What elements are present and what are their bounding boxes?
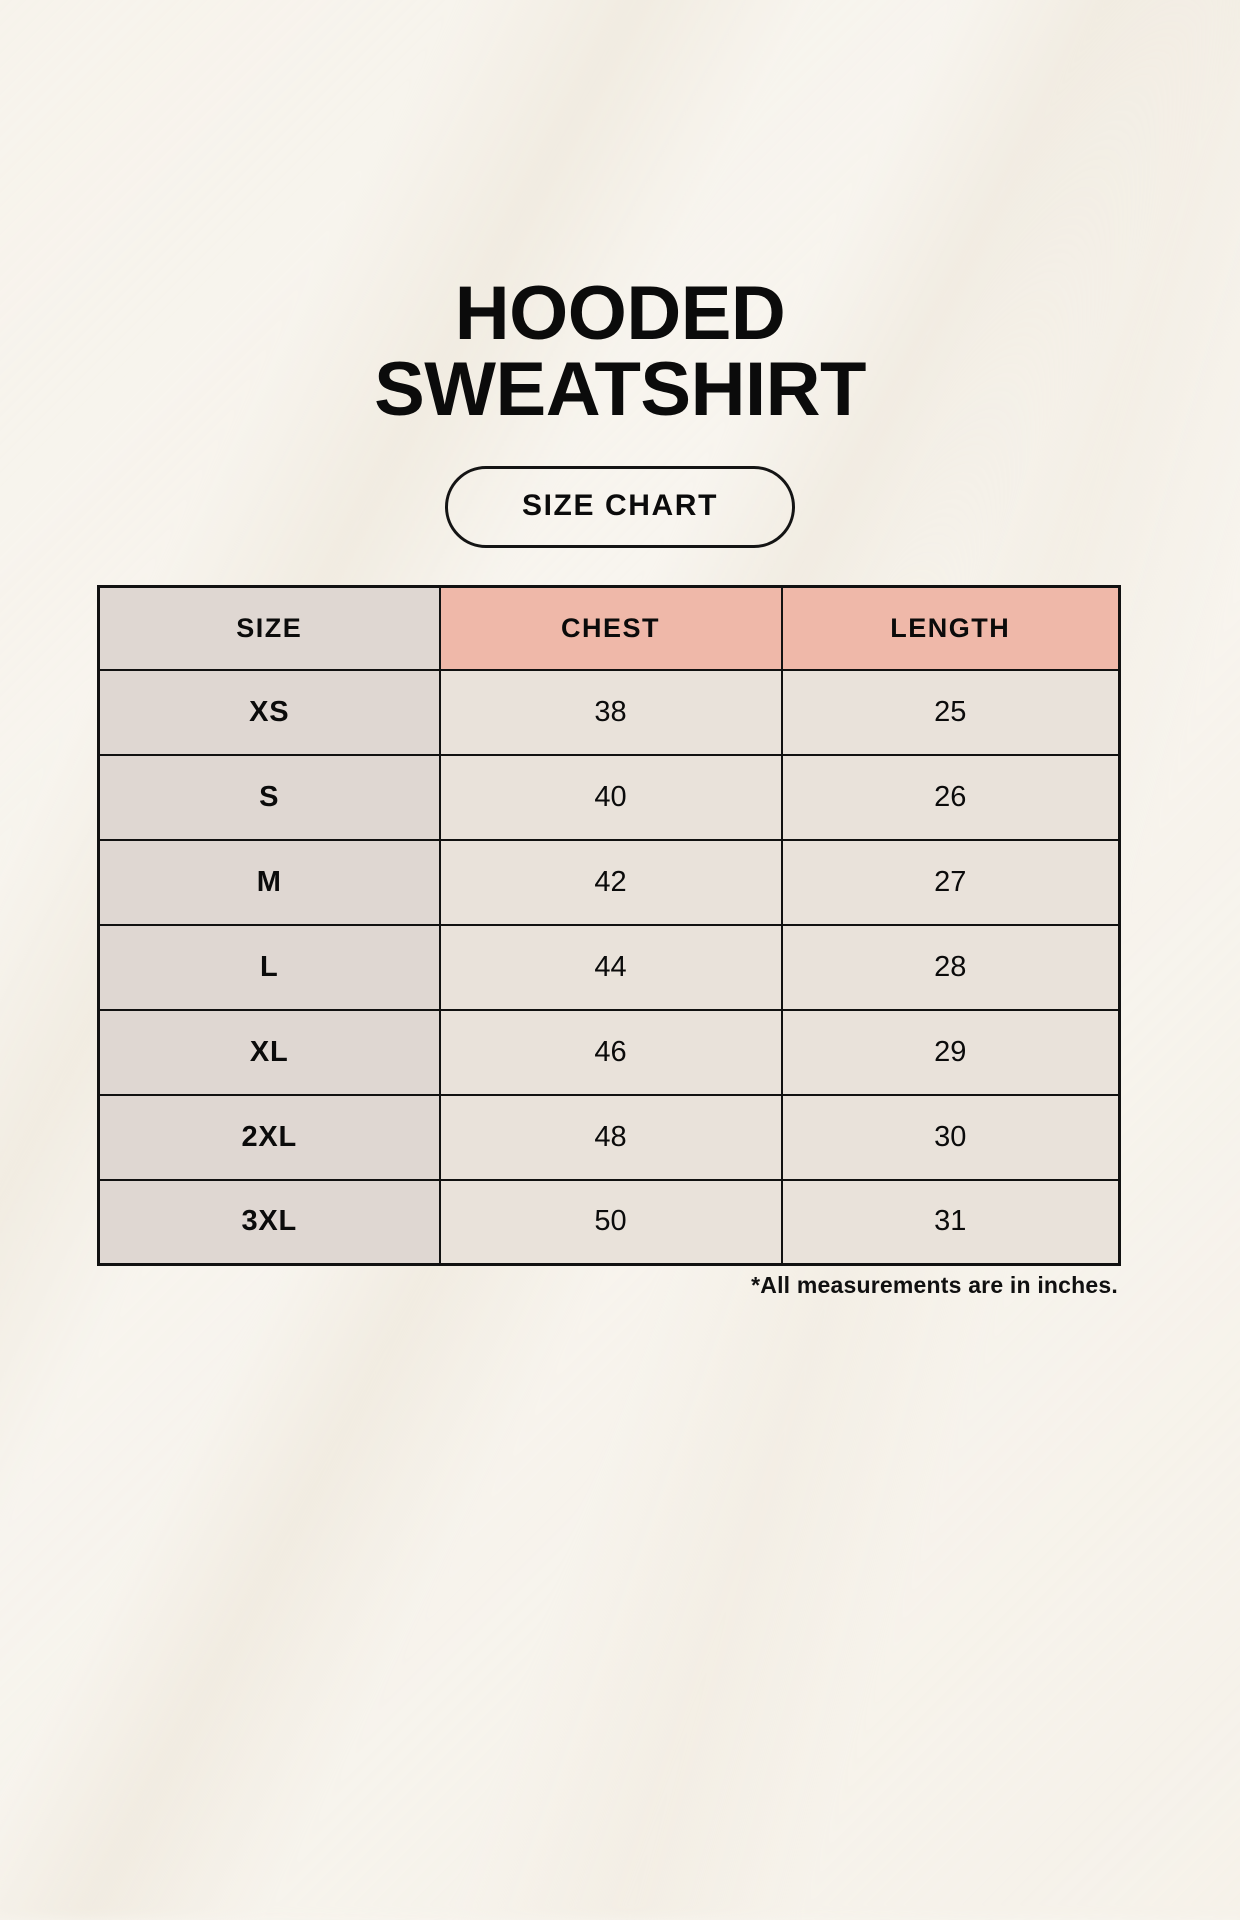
table-header-row: SIZE CHEST LENGTH [97,585,1121,671]
table-row: XL 46 29 [97,1008,1121,1096]
cell-size: L [97,923,441,1011]
column-header-chest: CHEST [438,585,783,671]
measurements-footnote: *All measurements are in inches. [751,1272,1118,1298]
size-chart-sheet: HOODED SWEATSHIRT SIZE CHART SIZE CHEST … [0,276,1240,1298]
cell-length: 27 [780,838,1121,926]
cell-length: 26 [780,753,1121,841]
size-chart-badge[interactable]: SIZE CHART [445,466,795,548]
cell-chest: 42 [438,838,783,926]
table-row: M 42 27 [97,838,1121,926]
cell-chest: 48 [438,1093,783,1181]
cell-chest: 40 [438,753,783,841]
cell-length: 28 [780,923,1121,1011]
table-row: 3XL 50 31 [97,1178,1121,1266]
table-row: S 40 26 [97,753,1121,841]
cell-size: XS [97,668,441,756]
cell-chest: 50 [438,1178,783,1266]
table-body: XS 38 25 S 40 26 M 42 27 L 44 28 [97,668,1121,1266]
cell-length: 31 [780,1178,1121,1266]
cell-size: 3XL [97,1178,441,1266]
cell-size: M [97,838,441,926]
page-header: HOODED SWEATSHIRT [0,276,1240,428]
column-header-length: LENGTH [780,585,1121,671]
size-chart-badge-container: SIZE CHART [0,466,1240,548]
cell-chest: 44 [438,923,783,1011]
cell-chest: 46 [438,1008,783,1096]
cell-length: 29 [780,1008,1121,1096]
column-header-size: SIZE [97,585,441,671]
cell-chest: 38 [438,668,783,756]
size-table: SIZE CHEST LENGTH XS 38 25 S 40 26 M [97,585,1121,1266]
cell-size: XL [97,1008,441,1096]
cell-length: 25 [780,668,1121,756]
table-row: XS 38 25 [97,668,1121,756]
page-title: HOODED SWEATSHIRT [374,271,866,432]
table-row: L 44 28 [97,923,1121,1011]
size-table-container: SIZE CHEST LENGTH XS 38 25 S 40 26 M [97,585,1121,1266]
cell-length: 30 [780,1093,1121,1181]
table-header: SIZE CHEST LENGTH [97,585,1121,671]
cell-size: 2XL [97,1093,441,1181]
cell-size: S [97,753,441,841]
table-row: 2XL 48 30 [97,1093,1121,1181]
